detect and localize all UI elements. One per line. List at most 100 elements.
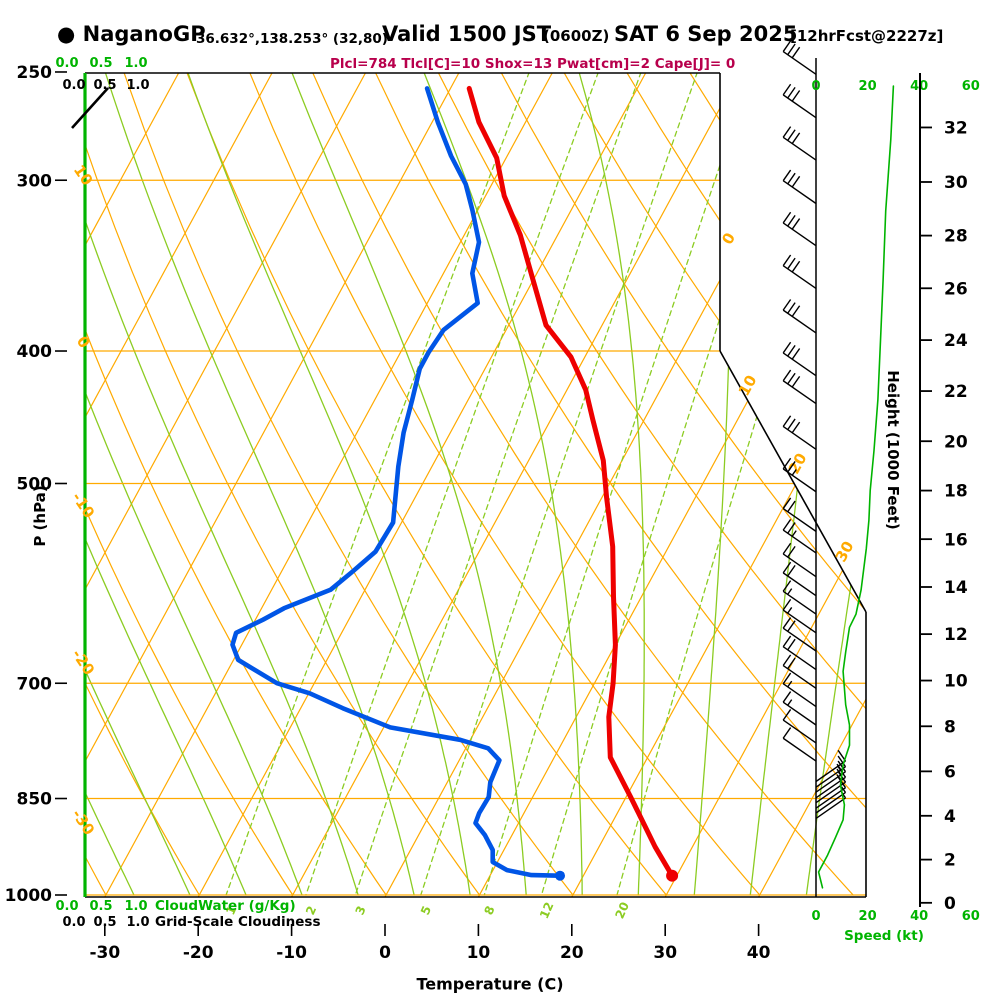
wind-barb-shaft — [782, 701, 817, 726]
moist-adiabat-line — [187, 73, 471, 896]
speed-axis-title: Speed (kt) — [844, 928, 924, 944]
mixing-ratio-line — [354, 73, 642, 896]
height-tick-label: 0 — [944, 894, 956, 914]
valid-time: Valid 1500 JST — [382, 22, 552, 46]
wind-barb-tick — [787, 500, 796, 513]
wind-barb-shaft — [782, 646, 817, 671]
wind-barb-tick — [782, 542, 792, 555]
cloudwater-scale-top: 1.0 — [124, 56, 147, 71]
isotherm-value-label: 0 — [718, 230, 739, 248]
surface-dewpoint-dot — [555, 870, 566, 881]
height-tick-label: 32 — [944, 119, 968, 139]
temperature-tick-label: -10 — [276, 943, 307, 963]
mixing-ratio-label: 3 — [353, 904, 369, 917]
height-tick-label: 14 — [944, 578, 968, 598]
temperature-curve — [466, 85, 675, 879]
temperature-tick-label: 10 — [467, 943, 491, 963]
stability-params: Plcl=784 Tlcl[C]=10 Shox=13 Pwat[cm]=2 C… — [330, 56, 736, 72]
cloudwater-scale-bottom: 0.5 — [89, 899, 112, 914]
speed-tick-bottom: 60 — [962, 909, 980, 924]
wind-barb-halftick — [787, 680, 793, 688]
speed-tick-top: 20 — [859, 79, 877, 94]
height-tick-label: 24 — [944, 331, 968, 351]
wind-barb-shaft — [815, 787, 846, 809]
temperature-tick-label: 0 — [379, 943, 391, 963]
wind-barb-tick — [791, 90, 801, 102]
moist-adiabat-line — [85, 73, 247, 896]
cloudiness-scale-bottom: 1.0 — [126, 915, 149, 930]
isotherm-value-label: 30 — [832, 538, 858, 565]
wind-barb-tick — [787, 461, 796, 473]
isotherm-line — [291, 73, 740, 897]
dry-adiabat-line — [85, 73, 481, 896]
wind-barb-tick — [791, 175, 801, 188]
wind-barb-tick — [782, 691, 792, 703]
mixing-ratio-line — [225, 73, 530, 896]
wind-barb-shaft — [782, 553, 817, 578]
isotherm-line — [85, 73, 366, 897]
wind-barb-tick — [782, 727, 792, 739]
isotherm-line — [758, 73, 866, 897]
frame-right-diagonal — [719, 350, 867, 613]
isotherm-line — [85, 73, 180, 897]
wind-barb-tick — [791, 348, 801, 360]
wind-barb-tick — [782, 598, 792, 611]
wind-barb-shaft — [782, 609, 817, 634]
temperature-tick-label: -20 — [183, 943, 214, 963]
height-tick-label: 18 — [944, 482, 968, 502]
wind-barb-tick — [782, 126, 792, 138]
isotherm-line — [197, 73, 647, 897]
dry-adiabat-line — [85, 73, 294, 896]
wind-barb-tick — [787, 345, 796, 357]
bullet-icon: ● — [57, 22, 76, 46]
height-tick-label: 12 — [944, 625, 968, 645]
moist-adiabat-line — [291, 73, 527, 896]
mixing-ratio-label: 12 — [537, 900, 557, 921]
dry-adiabat-line — [374, 73, 866, 896]
height-tick-label: 28 — [944, 227, 968, 247]
isotherm-value-label: 10 — [735, 372, 761, 399]
plot-frame — [55, 71, 867, 936]
speed-tick-bottom: 40 — [910, 909, 928, 924]
pressure-tick-label: 700 — [17, 674, 53, 694]
wind-barb-tick — [782, 580, 792, 592]
wind-barb-tick — [791, 46, 801, 59]
station-coords: 36.632°,138.253° (32,80) — [196, 31, 388, 47]
dry-adiabat-line — [123, 73, 574, 896]
wind-barb-tick — [787, 172, 796, 185]
height-tick-label: 4 — [944, 807, 956, 827]
mixing-ratio-label: 5 — [418, 904, 434, 917]
pressure-tick-label: 1000 — [5, 886, 52, 906]
moist-adiabat-line — [85, 73, 135, 896]
height-tick-label: 26 — [944, 279, 968, 299]
cloudwater-scale-bottom: 1.0 — [124, 899, 147, 914]
wind-barb-shaft — [782, 719, 817, 744]
adiabat-value-label: -20 — [68, 646, 98, 679]
wind-barb-tick — [782, 369, 792, 382]
mixing-ratio-line — [305, 73, 600, 896]
wind-barb-tick — [787, 372, 796, 385]
mixing-ratio-line — [483, 73, 753, 896]
adiabat-value-label: 0 — [73, 333, 94, 352]
wind-barb-tick — [782, 254, 792, 267]
wind-barb-tick — [782, 617, 792, 629]
wind-barb-shaft — [782, 136, 817, 161]
wind-barb-tick — [791, 421, 801, 434]
wind-barb-halftick — [791, 530, 797, 537]
cloudwater-scale-top: 0.0 — [55, 56, 78, 71]
wind-barb-tick — [787, 418, 796, 431]
cloudwater-scale-top: 0.5 — [89, 56, 112, 71]
surface-temperature-dot — [666, 869, 679, 882]
wind-barb-tick — [782, 457, 792, 470]
wind-barb-tick — [787, 302, 796, 314]
valid-time-z: (0600Z) — [543, 27, 610, 45]
wind-barb-shaft — [782, 627, 817, 652]
pressure-tick-label: 500 — [17, 475, 53, 495]
isotherm-line — [571, 73, 866, 897]
wind-barb-tick — [782, 40, 792, 52]
cloudiness-scale-top: 0.5 — [93, 78, 116, 93]
cloudiness-scale-bottom: 0.0 — [62, 915, 85, 930]
wind-barb-shaft — [782, 222, 817, 247]
height-tick-label: 22 — [944, 382, 968, 402]
